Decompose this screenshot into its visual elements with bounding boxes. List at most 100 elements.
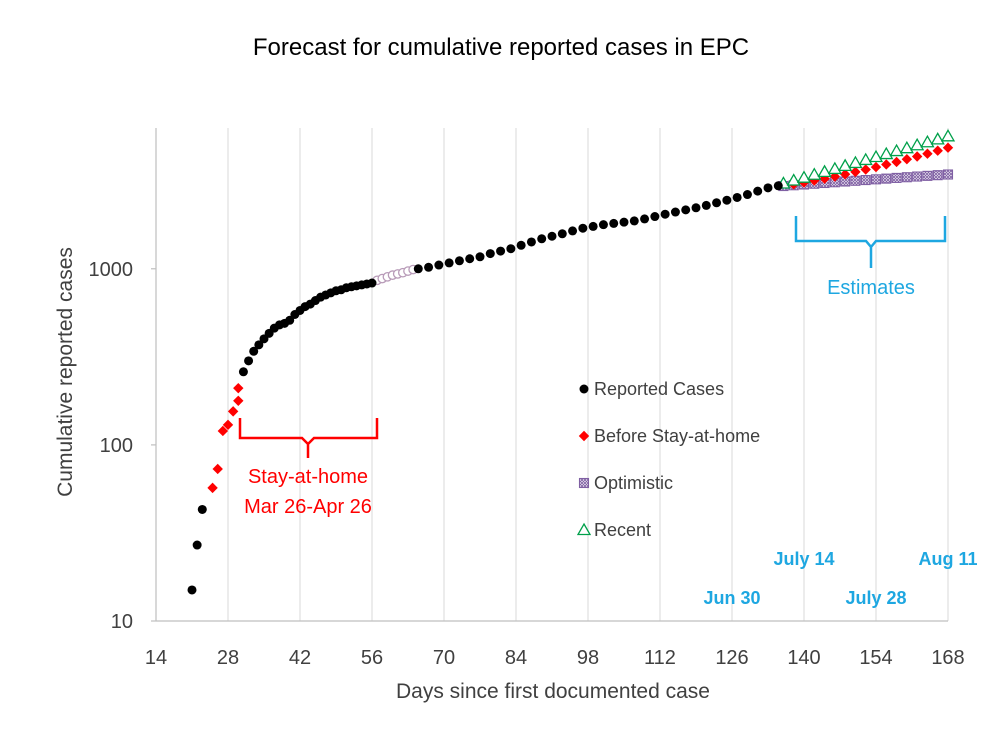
y-tick-label: 100 (100, 435, 133, 457)
data-point (681, 205, 691, 215)
data-point (910, 137, 925, 151)
data-point (858, 152, 873, 166)
x-tick-label: 28 (217, 647, 239, 669)
data-point (848, 155, 863, 169)
data-point (516, 240, 526, 250)
stay-at-home-label: Stay-at-home (248, 466, 368, 488)
data-point (640, 214, 650, 224)
legend-label: Reported Cases (594, 379, 724, 399)
data-point (732, 192, 742, 202)
y-tick-label: 10 (111, 611, 133, 633)
data-point (881, 159, 892, 170)
data-point (650, 212, 660, 222)
forecast-date-label: Jun 30 (703, 588, 760, 608)
data-point (901, 172, 912, 183)
data-point (233, 395, 244, 406)
data-point (860, 175, 871, 186)
data-point (870, 161, 882, 173)
x-tick-label: 168 (931, 647, 964, 669)
forecast-date-label: Aug 11 (918, 549, 977, 569)
axes (151, 128, 948, 622)
data-point (827, 161, 842, 175)
x-tick-label: 84 (505, 647, 527, 669)
data-point (434, 260, 444, 270)
data-point (547, 231, 557, 241)
data-point (197, 504, 207, 514)
grid-lines (227, 128, 949, 621)
x-tick-label: 154 (859, 647, 892, 669)
data-point (922, 170, 933, 181)
data-point (187, 585, 197, 595)
data-point (763, 183, 773, 193)
data-point (598, 220, 608, 230)
data-point (932, 170, 943, 181)
data-point (249, 346, 259, 356)
data-point (485, 249, 495, 259)
legend: Reported Cases Before Stay-at-home Optimis… (576, 379, 760, 540)
data-point (891, 172, 902, 183)
series-reported-cases (187, 181, 783, 595)
stay-at-home-dates: Mar 26-Apr 26 (244, 496, 372, 518)
estimates-bracket (794, 216, 947, 268)
data-point (850, 166, 861, 178)
data-point (233, 382, 244, 394)
data-point (629, 216, 639, 226)
data-point (870, 174, 882, 185)
data-point (839, 169, 851, 180)
data-point (413, 264, 423, 274)
data-point (922, 148, 933, 159)
x-tick-label: 140 (787, 647, 820, 669)
data-point (722, 195, 732, 205)
legend-item: Recent (576, 520, 651, 540)
data-point (889, 143, 904, 157)
data-point (807, 167, 822, 180)
x-tick-label: 14 (145, 647, 167, 669)
forecast-date-label: July 14 (773, 549, 834, 569)
data-point (619, 217, 629, 227)
data-point (701, 200, 711, 210)
data-point (817, 164, 832, 178)
data-point (192, 540, 202, 550)
data-point (254, 340, 264, 350)
data-point (454, 256, 464, 266)
data-point (217, 425, 229, 437)
data-point (578, 223, 588, 233)
legend-marker (579, 384, 589, 394)
data-point (829, 171, 841, 182)
data-point (712, 198, 722, 208)
x-tick-label: 98 (577, 647, 599, 669)
data-point (930, 132, 945, 145)
data-point (506, 244, 516, 254)
data-point (860, 164, 871, 175)
data-point (868, 149, 884, 163)
data-point (773, 181, 783, 191)
legend-marker (576, 522, 592, 536)
data-point (227, 406, 239, 417)
data-point (670, 207, 680, 217)
data-point (899, 140, 914, 154)
data-point (568, 226, 578, 236)
data-point (809, 175, 820, 186)
data-series (187, 129, 956, 595)
x-tick-label: 56 (361, 647, 383, 669)
data-point (901, 153, 913, 165)
data-point (942, 142, 954, 153)
data-point (912, 171, 923, 182)
data-point (609, 218, 619, 228)
chart-title: Forecast for cumulative reported cases i… (253, 34, 749, 61)
estimates-label: Estimates (827, 277, 915, 299)
x-tick-label: 70 (433, 647, 455, 669)
data-point (753, 186, 763, 196)
data-point (891, 156, 902, 168)
data-point (557, 229, 567, 239)
data-point (838, 158, 853, 172)
data-point (911, 151, 923, 162)
data-point (786, 173, 801, 186)
legend-item: Reported Cases (579, 379, 724, 399)
data-point (496, 246, 506, 256)
data-point (207, 482, 218, 494)
forecast-date-labels: Jun 30 July 14 July 28 Aug 11 (703, 549, 977, 608)
data-point (526, 237, 536, 247)
